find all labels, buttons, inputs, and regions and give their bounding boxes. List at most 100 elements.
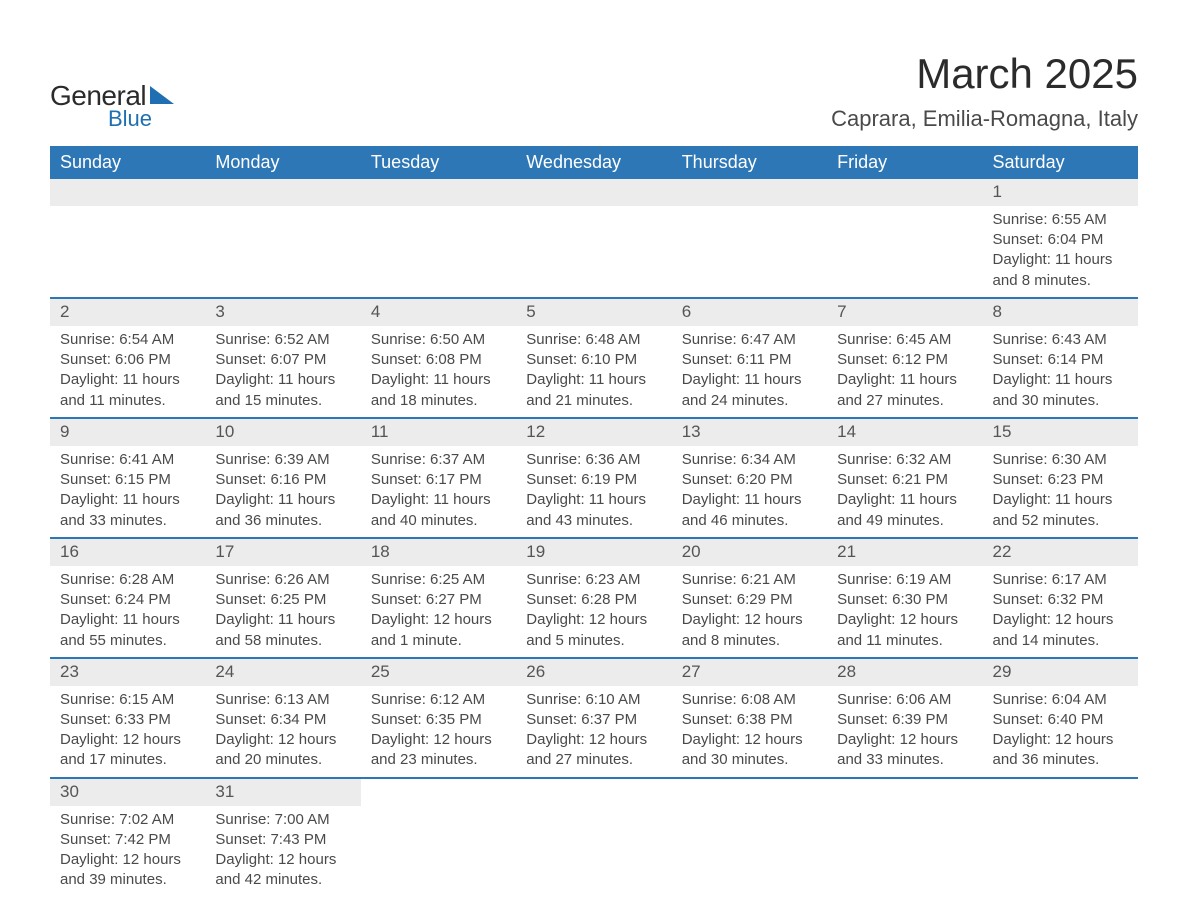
- sunset-text: Sunset: 6:34 PM: [215, 710, 350, 730]
- sunset-text: Sunset: 6:37 PM: [526, 710, 661, 730]
- sunrise-text: Sunrise: 6:37 AM: [371, 450, 506, 470]
- sunrise-text: Sunrise: 6:10 AM: [526, 690, 661, 710]
- sunset-text: Sunset: 6:30 PM: [837, 590, 972, 610]
- daylight-text: Daylight: 12 hours and 27 minutes.: [526, 730, 661, 771]
- daynum-row: 9101112131415: [50, 418, 1138, 446]
- sunrise-text: Sunrise: 6:45 AM: [837, 330, 972, 350]
- day-number-cell: [516, 179, 671, 206]
- day-number-cell: 7: [827, 298, 982, 326]
- sunset-text: Sunset: 6:04 PM: [993, 230, 1128, 250]
- day-number-cell: 31: [205, 778, 360, 806]
- sunset-text: Sunset: 6:29 PM: [682, 590, 817, 610]
- daylight-text: Daylight: 11 hours and 30 minutes.: [993, 370, 1128, 411]
- sunrise-text: Sunrise: 6:36 AM: [526, 450, 661, 470]
- daylight-text: Daylight: 11 hours and 40 minutes.: [371, 490, 506, 531]
- daynum-row: 16171819202122: [50, 538, 1138, 566]
- daylight-text: Daylight: 12 hours and 36 minutes.: [993, 730, 1128, 771]
- day-info-cell: Sunrise: 6:52 AMSunset: 6:07 PMDaylight:…: [205, 326, 360, 418]
- sunset-text: Sunset: 6:35 PM: [371, 710, 506, 730]
- day-number-cell: [983, 778, 1138, 806]
- day-number-cell: 19: [516, 538, 671, 566]
- sunrise-text: Sunrise: 6:17 AM: [993, 570, 1128, 590]
- day-number-cell: 11: [361, 418, 516, 446]
- day-info-cell: Sunrise: 6:26 AMSunset: 6:25 PMDaylight:…: [205, 566, 360, 658]
- daynum-row: 2345678: [50, 298, 1138, 326]
- daylight-text: Daylight: 11 hours and 33 minutes.: [60, 490, 195, 531]
- sunset-text: Sunset: 6:08 PM: [371, 350, 506, 370]
- day-number-cell: 26: [516, 658, 671, 686]
- day-number-cell: [672, 179, 827, 206]
- day-info-cell: Sunrise: 6:32 AMSunset: 6:21 PMDaylight:…: [827, 446, 982, 538]
- daylight-text: Daylight: 11 hours and 15 minutes.: [215, 370, 350, 411]
- weekday-header: Tuesday: [361, 146, 516, 179]
- weekday-header: Sunday: [50, 146, 205, 179]
- sunrise-text: Sunrise: 6:34 AM: [682, 450, 817, 470]
- sunrise-text: Sunrise: 6:13 AM: [215, 690, 350, 710]
- daynum-row: 1: [50, 179, 1138, 206]
- header: General Blue March 2025 Caprara, Emilia-…: [50, 50, 1138, 132]
- day-info-cell: Sunrise: 6:41 AMSunset: 6:15 PMDaylight:…: [50, 446, 205, 538]
- day-info-cell: [205, 206, 360, 298]
- day-number-cell: [50, 179, 205, 206]
- day-info-cell: Sunrise: 6:12 AMSunset: 6:35 PMDaylight:…: [361, 686, 516, 778]
- daylight-text: Daylight: 12 hours and 20 minutes.: [215, 730, 350, 771]
- daylight-text: Daylight: 11 hours and 55 minutes.: [60, 610, 195, 651]
- day-number-cell: 20: [672, 538, 827, 566]
- sunrise-text: Sunrise: 6:54 AM: [60, 330, 195, 350]
- weekday-header: Saturday: [983, 146, 1138, 179]
- daylight-text: Daylight: 12 hours and 23 minutes.: [371, 730, 506, 771]
- day-info-cell: [827, 206, 982, 298]
- day-info-cell: [672, 806, 827, 897]
- day-number-cell: 15: [983, 418, 1138, 446]
- sunrise-text: Sunrise: 6:28 AM: [60, 570, 195, 590]
- sunrise-text: Sunrise: 6:06 AM: [837, 690, 972, 710]
- day-info-cell: [516, 806, 671, 897]
- sunset-text: Sunset: 6:17 PM: [371, 470, 506, 490]
- daylight-text: Daylight: 12 hours and 30 minutes.: [682, 730, 817, 771]
- logo-triangle-icon: [150, 86, 174, 104]
- daylight-text: Daylight: 11 hours and 21 minutes.: [526, 370, 661, 411]
- sunrise-text: Sunrise: 6:39 AM: [215, 450, 350, 470]
- weekday-header: Thursday: [672, 146, 827, 179]
- day-info-cell: Sunrise: 6:19 AMSunset: 6:30 PMDaylight:…: [827, 566, 982, 658]
- sunset-text: Sunset: 6:38 PM: [682, 710, 817, 730]
- daylight-text: Daylight: 12 hours and 42 minutes.: [215, 850, 350, 891]
- day-number-cell: 22: [983, 538, 1138, 566]
- daylight-text: Daylight: 12 hours and 8 minutes.: [682, 610, 817, 651]
- day-number-cell: [827, 179, 982, 206]
- day-info-cell: Sunrise: 6:10 AMSunset: 6:37 PMDaylight:…: [516, 686, 671, 778]
- day-info-cell: Sunrise: 6:08 AMSunset: 6:38 PMDaylight:…: [672, 686, 827, 778]
- day-info-cell: Sunrise: 6:17 AMSunset: 6:32 PMDaylight:…: [983, 566, 1138, 658]
- day-info-cell: Sunrise: 6:21 AMSunset: 6:29 PMDaylight:…: [672, 566, 827, 658]
- calendar-body: 1Sunrise: 6:55 AMSunset: 6:04 PMDaylight…: [50, 179, 1138, 897]
- sunset-text: Sunset: 6:24 PM: [60, 590, 195, 610]
- daylight-text: Daylight: 12 hours and 11 minutes.: [837, 610, 972, 651]
- daylight-text: Daylight: 11 hours and 52 minutes.: [993, 490, 1128, 531]
- sunrise-text: Sunrise: 6:04 AM: [993, 690, 1128, 710]
- sunrise-text: Sunrise: 6:47 AM: [682, 330, 817, 350]
- sunset-text: Sunset: 6:33 PM: [60, 710, 195, 730]
- day-info-cell: Sunrise: 6:37 AMSunset: 6:17 PMDaylight:…: [361, 446, 516, 538]
- daylight-text: Daylight: 12 hours and 5 minutes.: [526, 610, 661, 651]
- day-number-cell: 23: [50, 658, 205, 686]
- day-info-cell: [827, 806, 982, 897]
- calendar-header: SundayMondayTuesdayWednesdayThursdayFrid…: [50, 146, 1138, 179]
- daylight-text: Daylight: 11 hours and 24 minutes.: [682, 370, 817, 411]
- weekday-row: SundayMondayTuesdayWednesdayThursdayFrid…: [50, 146, 1138, 179]
- day-number-cell: 18: [361, 538, 516, 566]
- sunset-text: Sunset: 6:19 PM: [526, 470, 661, 490]
- sunset-text: Sunset: 6:39 PM: [837, 710, 972, 730]
- info-row: Sunrise: 6:55 AMSunset: 6:04 PMDaylight:…: [50, 206, 1138, 298]
- day-number-cell: 30: [50, 778, 205, 806]
- day-info-cell: Sunrise: 6:43 AMSunset: 6:14 PMDaylight:…: [983, 326, 1138, 418]
- logo: General Blue: [50, 80, 174, 132]
- weekday-header: Wednesday: [516, 146, 671, 179]
- day-number-cell: 1: [983, 179, 1138, 206]
- daylight-text: Daylight: 11 hours and 27 minutes.: [837, 370, 972, 411]
- day-info-cell: Sunrise: 6:48 AMSunset: 6:10 PMDaylight:…: [516, 326, 671, 418]
- daylight-text: Daylight: 11 hours and 46 minutes.: [682, 490, 817, 531]
- page-title: March 2025: [831, 50, 1138, 98]
- day-info-cell: Sunrise: 6:06 AMSunset: 6:39 PMDaylight:…: [827, 686, 982, 778]
- daylight-text: Daylight: 12 hours and 1 minute.: [371, 610, 506, 651]
- sunset-text: Sunset: 6:06 PM: [60, 350, 195, 370]
